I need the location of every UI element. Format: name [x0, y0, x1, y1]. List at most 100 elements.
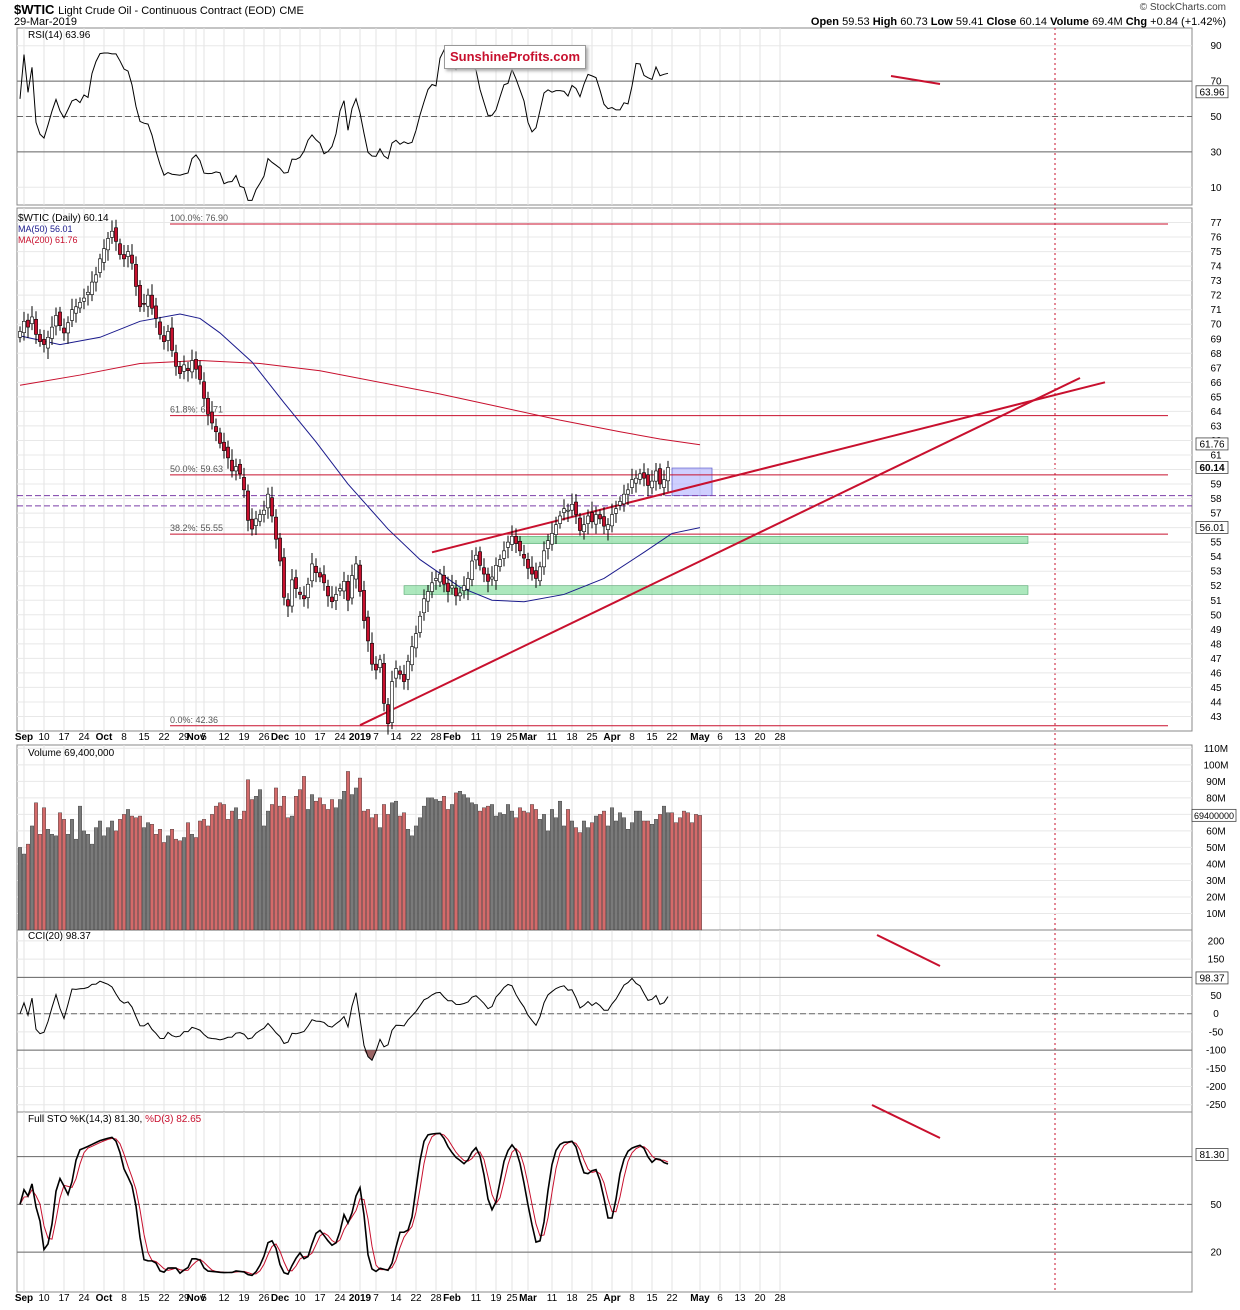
volume-bar	[622, 817, 626, 931]
x-tick-label: 14	[390, 732, 402, 743]
candle	[418, 611, 422, 638]
ma50-line	[19, 313, 701, 603]
ma200-line	[19, 360, 701, 446]
x-tick-label: 28	[774, 732, 786, 743]
cci-badge-box	[1195, 971, 1229, 985]
volume-bar	[406, 829, 410, 931]
candle	[618, 496, 622, 511]
candle-body	[202, 381, 206, 399]
volume-bar	[290, 815, 294, 931]
price-tick-label: 54	[1210, 552, 1222, 563]
volume-bar	[574, 827, 578, 931]
candle	[530, 556, 534, 581]
volume-bar	[270, 804, 274, 931]
candle-body	[378, 659, 382, 668]
price-tick-label: 72	[1210, 291, 1222, 302]
candle-body	[122, 254, 126, 260]
x-tick-label: 22	[158, 1293, 170, 1304]
candle	[106, 231, 110, 261]
price-tick-label: 45	[1210, 683, 1222, 694]
volume-bar	[114, 830, 118, 931]
candle-body	[274, 516, 278, 540]
volume-bar	[150, 824, 154, 931]
candle	[50, 316, 54, 345]
volume-bar	[234, 807, 238, 931]
volume-bar	[58, 812, 62, 931]
volume-bar	[182, 837, 186, 931]
candle-body	[578, 517, 582, 531]
candle	[630, 468, 634, 495]
volume-tick-label: 110M	[1204, 744, 1228, 755]
candle	[470, 550, 474, 587]
candle	[666, 460, 670, 492]
candle-body	[246, 490, 250, 521]
candle	[562, 499, 566, 521]
candle-body	[514, 536, 518, 544]
volume-bar	[458, 791, 462, 931]
volume-bar	[658, 814, 662, 931]
exchange: CME	[279, 5, 304, 17]
candle	[426, 584, 430, 613]
volume-bar	[314, 800, 318, 931]
candle-body	[402, 674, 406, 682]
volume-bar	[542, 814, 546, 931]
fib-level-label: 50.0%: 59.63	[170, 464, 223, 474]
candle-body	[190, 360, 194, 373]
candle	[214, 418, 218, 442]
cci-line	[19, 977, 669, 1062]
volume-bar	[142, 827, 146, 931]
volume-bar	[78, 805, 82, 931]
x-tick-label: 13	[734, 732, 746, 743]
volume-bar	[602, 810, 606, 931]
candle-body	[258, 514, 262, 522]
volume-bar	[510, 810, 514, 931]
price-tick-label: 49	[1210, 625, 1222, 636]
candle	[54, 307, 58, 336]
candle-body	[410, 646, 414, 666]
candle-body	[362, 590, 366, 621]
candle-body	[38, 334, 42, 342]
price-tick-label: 58	[1210, 494, 1222, 505]
x-tick-label: 10	[38, 1293, 50, 1304]
candle-body	[142, 303, 146, 305]
candle	[606, 518, 610, 541]
close-label: Close	[986, 16, 1017, 28]
support-zone-lower	[403, 585, 1029, 595]
volume-bar	[546, 830, 550, 931]
candle-body	[234, 466, 238, 472]
price-tick-label: 46	[1210, 668, 1222, 679]
candle-body	[426, 591, 430, 602]
volume-bar	[630, 822, 634, 931]
volume-bar	[134, 817, 138, 931]
candle-body	[98, 258, 102, 273]
volume-bar	[206, 825, 210, 931]
candle	[90, 271, 94, 302]
candle-body	[326, 586, 330, 597]
volume-tick-label: 10M	[1206, 909, 1225, 920]
candle	[218, 427, 222, 449]
candle-body	[466, 578, 470, 590]
volume-bar	[330, 799, 334, 931]
candle-body	[126, 251, 130, 257]
x-tick-label: 19	[238, 732, 250, 743]
candle-body	[250, 518, 254, 530]
candle	[174, 344, 178, 376]
candle-body	[342, 581, 346, 592]
candle-body	[226, 446, 230, 459]
volume-bar	[394, 800, 398, 931]
rsi-tick-label: 30	[1210, 147, 1222, 158]
candle-body	[622, 493, 626, 505]
volume-bar	[98, 820, 102, 931]
x-tick-label: May	[690, 1293, 710, 1304]
volume-label: Volume	[1050, 16, 1089, 28]
candle	[78, 297, 82, 314]
candle-body	[478, 551, 482, 566]
sunshineprofits-logo[interactable]: SunshineProfits.com	[444, 45, 586, 69]
volume-bar	[198, 820, 202, 931]
x-tick-label: Apr	[603, 1293, 620, 1304]
volume-value: 69.4M	[1092, 16, 1123, 28]
candle	[598, 509, 602, 524]
volume-bar	[674, 822, 678, 931]
candle	[222, 432, 226, 459]
volume-tick-label: 40M	[1206, 859, 1225, 870]
